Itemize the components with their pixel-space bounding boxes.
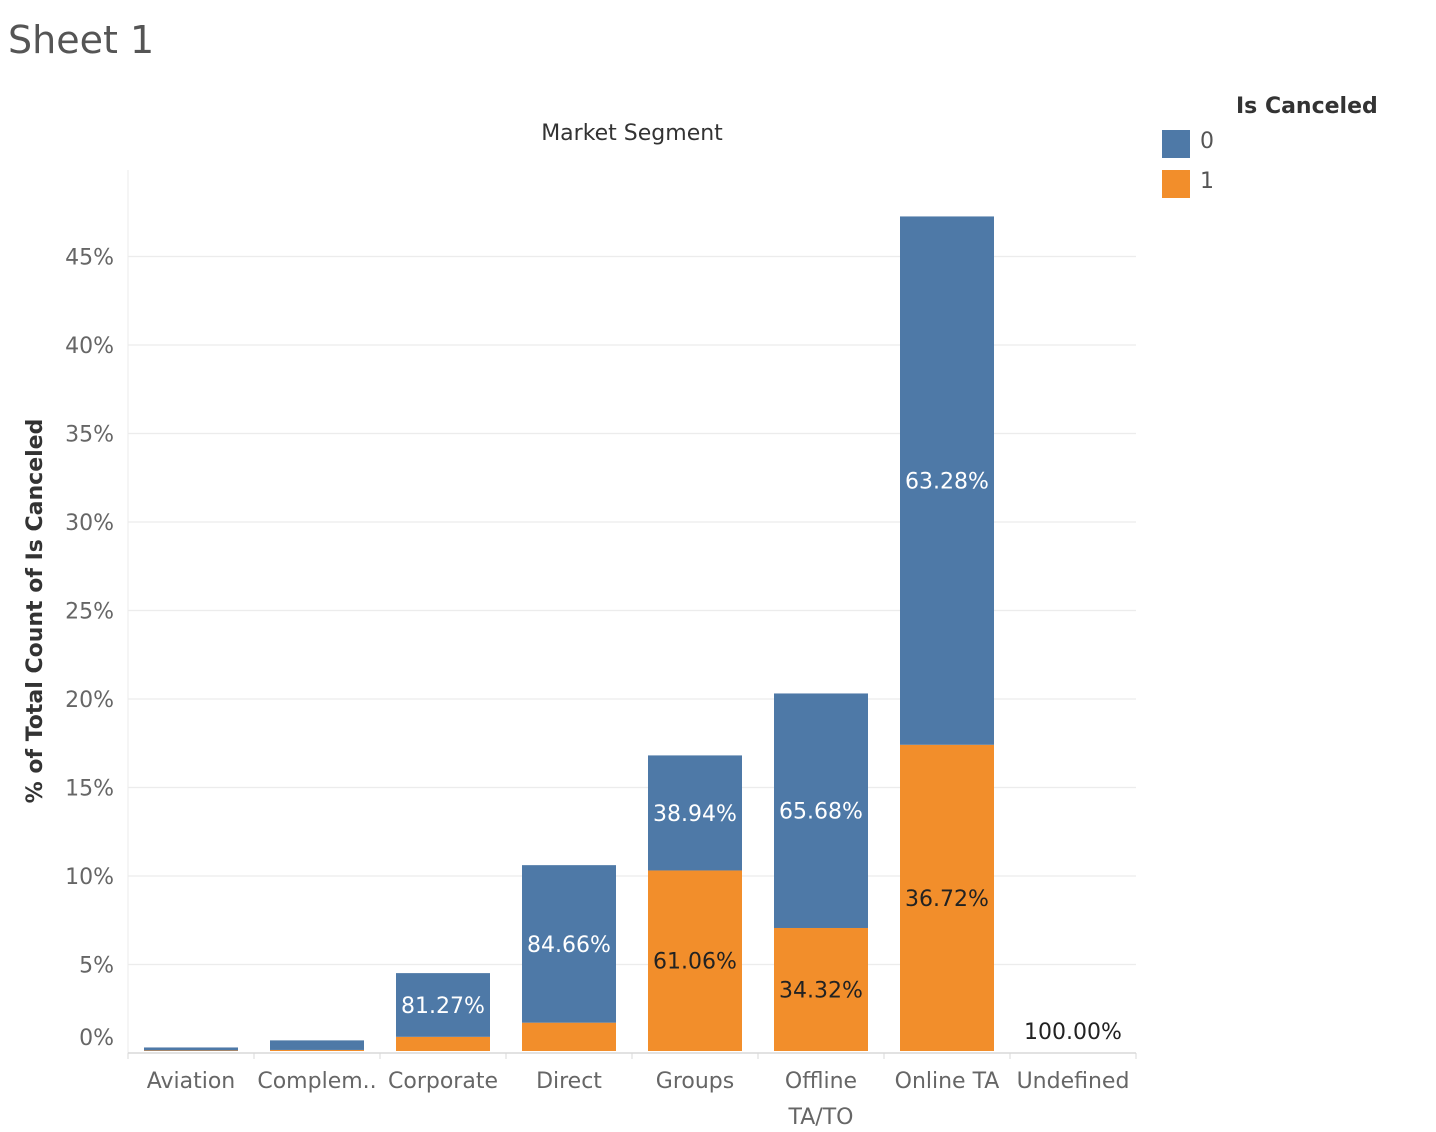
legend-swatch-1: [1162, 170, 1190, 198]
legend-label-0: 0: [1200, 129, 1214, 154]
x-tick-label: Direct: [536, 1069, 602, 1094]
bar-segment-canceled-1[interactable]: [522, 1022, 616, 1051]
x-tick-label: TA/TO: [788, 1105, 854, 1130]
x-axis-ticks: Aviation Complem.. Corporate Direct Groups Of…: [127, 1053, 1137, 1130]
x-tick-label: Aviation: [147, 1069, 236, 1094]
bar-segment-canceled-0[interactable]: [648, 755, 742, 871]
data-label-canceled-0: 84.66%: [527, 933, 611, 958]
bar-group[interactable]: [144, 1047, 238, 1051]
chart-title: Market Segment: [541, 121, 723, 146]
data-label-canceled-0: 81.27%: [401, 994, 485, 1019]
data-label-canceled-0: 63.28%: [905, 470, 989, 495]
data-label-canceled-1: 100.00%: [1024, 1020, 1122, 1045]
x-tick-label: Undefined: [1017, 1069, 1130, 1094]
bar-group[interactable]: 65.68% 34.32%: [774, 693, 868, 1051]
bar-segment-canceled-0[interactable]: [144, 1047, 238, 1051]
x-tick-label: Online TA: [895, 1069, 1000, 1094]
y-tick-label: 25%: [65, 600, 114, 625]
bar-segment-canceled-1[interactable]: [900, 744, 994, 1051]
y-axis-title: % of Total Count of Is Canceled: [23, 419, 48, 804]
data-label-canceled-0: 38.94%: [653, 802, 737, 827]
data-label-canceled-1: 34.32%: [779, 978, 863, 1003]
x-tick-label: Corporate: [388, 1069, 498, 1094]
bar-segment-canceled-0[interactable]: [774, 693, 868, 928]
bars: 81.27% 84.66% 38.94% 61.06% 65.68% 34.32% 63.2…: [144, 216, 1122, 1051]
bar-segment-canceled-1[interactable]: [270, 1049, 364, 1051]
bar-segment-canceled-1[interactable]: [396, 1036, 490, 1051]
bar-group[interactable]: 38.94% 61.06%: [648, 755, 742, 1051]
y-tick-label: 5%: [79, 954, 114, 979]
bar-segment-canceled-0[interactable]: [270, 1040, 364, 1050]
y-tick-label: 30%: [65, 511, 114, 536]
sheet-title: Sheet 1: [8, 18, 155, 62]
bar-segment-canceled-0[interactable]: [522, 865, 616, 1023]
data-label-canceled-0: 65.68%: [779, 800, 863, 825]
y-tick-label: 45%: [65, 246, 114, 271]
bar-segment-canceled-1[interactable]: [648, 870, 742, 1051]
y-axis-ticks: 0% 5% 10% 15% 20% 25% 30% 35% 40% 45%: [65, 246, 114, 1052]
bar-segment-canceled-0[interactable]: [396, 973, 490, 1037]
bar-segment-canceled-1[interactable]: [774, 927, 868, 1051]
y-tick-label: 10%: [65, 865, 114, 890]
bar-group[interactable]: 100.00%: [1024, 1020, 1122, 1045]
y-tick-label: 0%: [79, 1026, 114, 1051]
y-tick-label: 35%: [65, 423, 114, 448]
x-tick-label: Groups: [656, 1069, 734, 1094]
data-label-canceled-1: 36.72%: [905, 887, 989, 912]
legend-swatch-0: [1162, 130, 1190, 158]
x-tick-label: Complem..: [257, 1069, 376, 1094]
data-label-canceled-1: 61.06%: [653, 950, 737, 975]
bar-segment-canceled-0[interactable]: [900, 216, 994, 745]
x-tick-label: Offline: [785, 1069, 857, 1094]
y-tick-label: 20%: [65, 688, 114, 713]
y-tick-label: 40%: [65, 334, 114, 359]
legend-title: Is Canceled: [1236, 94, 1378, 119]
bar-group[interactable]: [270, 1040, 364, 1051]
bar-segment-canceled-1[interactable]: [144, 1050, 238, 1051]
y-tick-label: 15%: [65, 777, 114, 802]
bar-group[interactable]: 63.28% 36.72%: [900, 216, 994, 1051]
bar-group[interactable]: 81.27%: [396, 973, 490, 1051]
bar-group[interactable]: 84.66%: [522, 865, 616, 1051]
legend-label-1: 1: [1200, 169, 1214, 194]
